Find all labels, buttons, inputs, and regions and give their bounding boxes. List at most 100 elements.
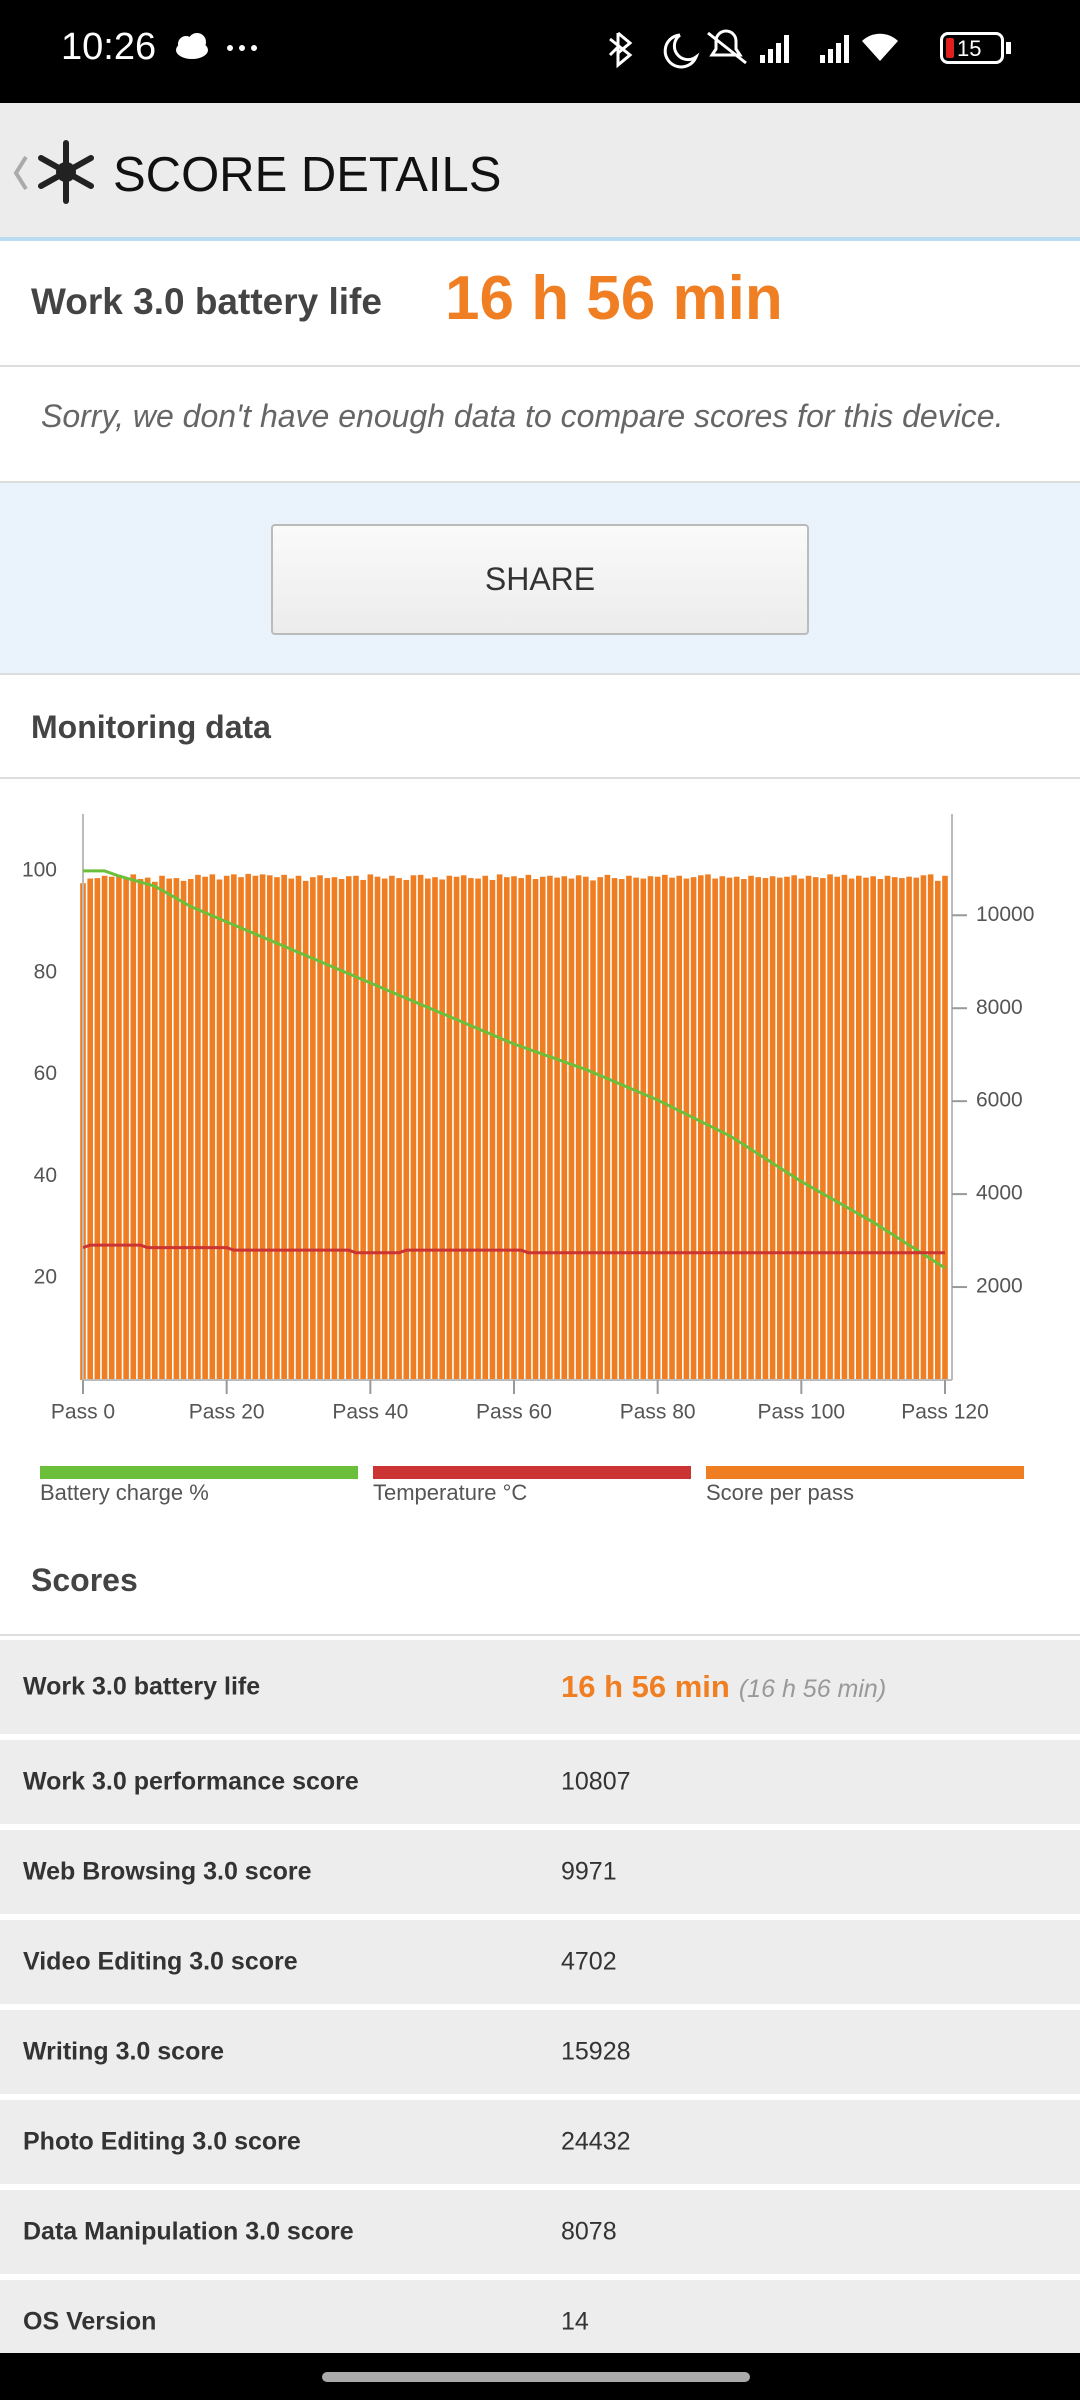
bar <box>812 877 819 1380</box>
share-section: SHARE <box>0 481 1080 675</box>
bar <box>424 878 431 1380</box>
y-tick-label: 40 <box>34 1164 57 1187</box>
summary-card: Work 3.0 battery life 16 h 56 min <box>0 241 1080 367</box>
y-tick-label: 60 <box>34 1062 57 1085</box>
bar <box>187 879 194 1380</box>
y2-tick-label: 2000 <box>976 1275 1023 1298</box>
score-label: Web Browsing 3.0 score <box>23 1857 312 1886</box>
bar <box>855 875 862 1380</box>
bar <box>460 875 467 1380</box>
bar <box>669 877 675 1380</box>
status-icons-right <box>608 29 898 69</box>
bar <box>841 874 848 1380</box>
status-icons-left <box>176 33 257 59</box>
summary-value: 16 h 56 min <box>445 264 783 333</box>
bar <box>274 877 280 1380</box>
bar <box>130 874 137 1380</box>
score-row: Writing 3.0 score 15928 <box>0 2010 1080 2094</box>
bar <box>662 874 668 1380</box>
status-bar: 10:26 15 <box>0 0 1080 103</box>
scores-title: Scores <box>31 1562 138 1598</box>
bar <box>389 875 395 1380</box>
bar <box>618 879 625 1380</box>
bar <box>231 874 237 1380</box>
bar <box>417 874 424 1380</box>
line <box>82 1243 945 1255</box>
bar <box>798 878 805 1380</box>
legend-swatch <box>373 1466 691 1479</box>
bar <box>913 877 920 1380</box>
bar <box>446 875 453 1380</box>
score-value: 10807 <box>561 1768 631 1797</box>
bar <box>626 875 632 1380</box>
share-button[interactable]: SHARE <box>271 524 809 635</box>
bar <box>942 875 948 1380</box>
app-header: SCORE DETAILS <box>0 103 1080 241</box>
bar <box>195 874 201 1380</box>
score-value: 14 <box>561 2308 589 2337</box>
bar <box>884 875 891 1380</box>
score-label: Writing 3.0 score <box>23 2037 224 2066</box>
score-value-text: 10807 <box>561 1767 631 1796</box>
score-row: Work 3.0 battery life 16 h 56 min (16 h 56… <box>0 1640 1080 1734</box>
y-tick-label: 20 <box>34 1266 57 1289</box>
bar <box>396 878 402 1380</box>
bar <box>870 876 876 1380</box>
bar <box>755 877 762 1380</box>
bar <box>252 875 259 1380</box>
bar <box>87 878 93 1380</box>
score-value-text: 9971 <box>561 1857 617 1886</box>
score-value-text: 15928 <box>561 2037 631 2066</box>
bar <box>338 879 345 1380</box>
bar <box>238 877 244 1380</box>
bar <box>94 878 101 1380</box>
summary-note: Sorry, we don't have enough data to comp… <box>41 398 1004 434</box>
y-tick-label: 80 <box>34 960 57 983</box>
legend-swatch <box>40 1466 358 1479</box>
bar <box>152 881 158 1380</box>
bar <box>776 877 783 1380</box>
bar <box>324 878 331 1380</box>
bar <box>331 877 338 1380</box>
score-value: 16 h 56 min (16 h 56 min) <box>561 1669 886 1705</box>
bar <box>633 877 639 1380</box>
score-row: Work 3.0 performance score 10807 <box>0 1740 1080 1824</box>
bar <box>374 876 381 1380</box>
bar <box>137 879 144 1380</box>
bar <box>259 874 266 1380</box>
bar <box>762 878 769 1380</box>
score-label: Video Editing 3.0 score <box>23 1947 298 1976</box>
bar <box>791 875 797 1380</box>
bar <box>719 876 726 1380</box>
score-value: 8078 <box>561 2218 617 2247</box>
bar <box>108 876 115 1380</box>
bar <box>697 875 704 1380</box>
bar <box>453 876 460 1380</box>
bar <box>690 877 697 1380</box>
bar <box>353 875 359 1380</box>
bar <box>805 875 812 1380</box>
bar <box>583 876 589 1380</box>
bar <box>123 878 129 1380</box>
bar <box>281 874 287 1380</box>
bar <box>496 874 503 1380</box>
bar <box>144 877 151 1380</box>
bar <box>310 877 316 1380</box>
bar <box>920 875 927 1380</box>
score-label: OS Version <box>23 2307 157 2336</box>
bar <box>554 877 560 1380</box>
bar <box>827 874 833 1380</box>
score-value-text: 8078 <box>561 2217 617 2246</box>
header-icons[interactable] <box>8 137 108 207</box>
y2-tick-label: 10000 <box>976 903 1034 926</box>
y2-tick-label: 6000 <box>976 1089 1023 1112</box>
bar <box>568 878 575 1380</box>
score-value-text: 24432 <box>561 2127 631 2156</box>
bar <box>741 879 747 1380</box>
bar <box>166 878 173 1380</box>
bar <box>360 879 366 1380</box>
x-tick-label: Pass 20 <box>189 1401 265 1424</box>
bar <box>769 876 776 1380</box>
legend-label: Battery charge % <box>40 1480 209 1505</box>
bar <box>525 874 532 1380</box>
